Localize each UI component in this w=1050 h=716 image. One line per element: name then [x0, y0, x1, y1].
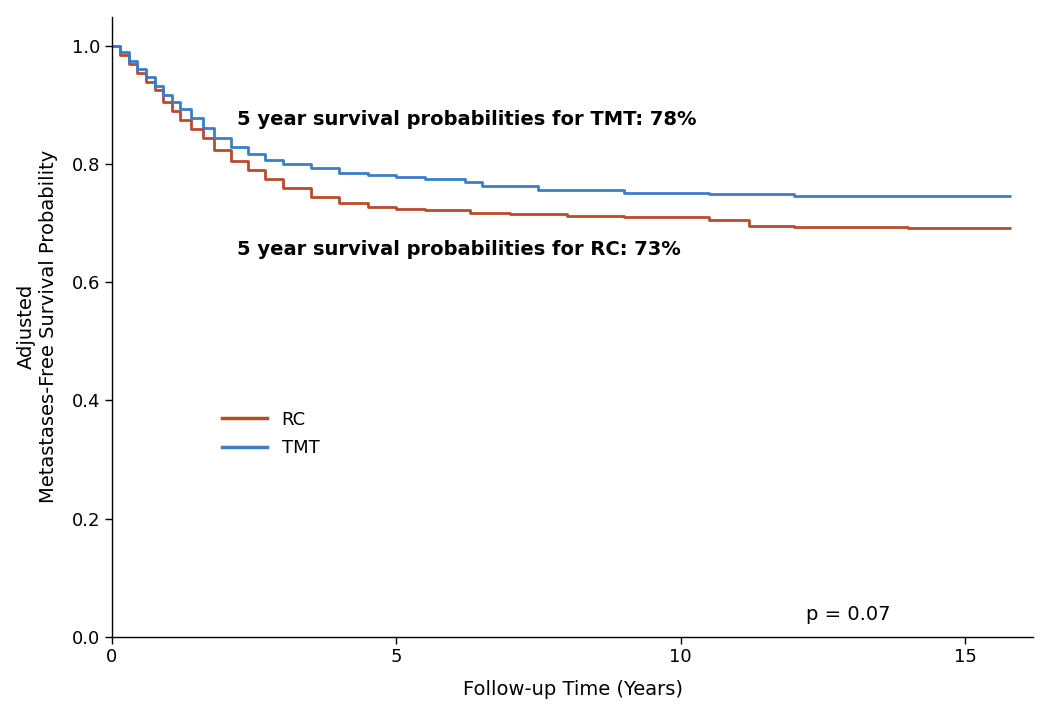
Text: p = 0.07: p = 0.07: [805, 605, 890, 624]
X-axis label: Follow-up Time (Years): Follow-up Time (Years): [463, 680, 682, 700]
Y-axis label: Adjusted
Metastases-Free Survival Probability: Adjusted Metastases-Free Survival Probab…: [17, 150, 58, 503]
Text: 5 year survival probabilities for TMT: 78%: 5 year survival probabilities for TMT: 7…: [237, 110, 696, 130]
Legend: RC, TMT: RC, TMT: [213, 402, 329, 466]
Text: 5 year survival probabilities for RC: 73%: 5 year survival probabilities for RC: 73…: [237, 241, 680, 259]
